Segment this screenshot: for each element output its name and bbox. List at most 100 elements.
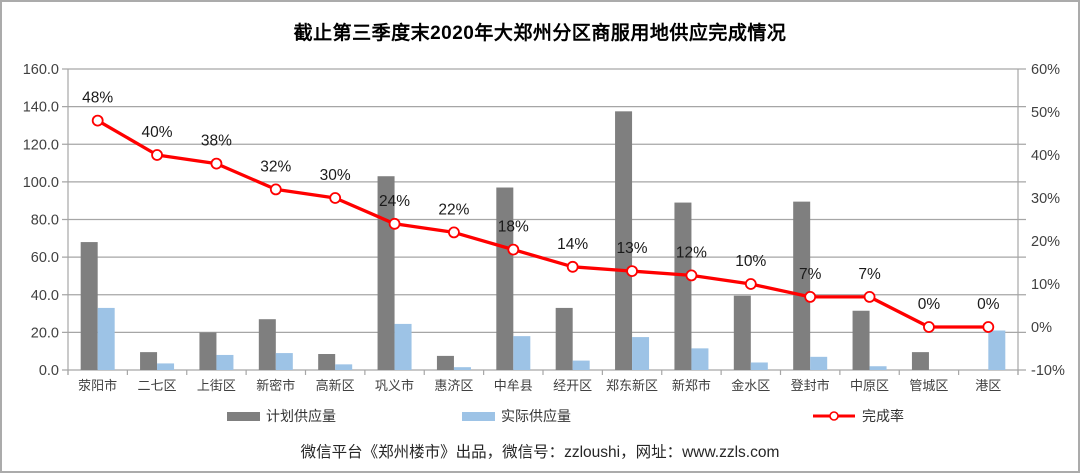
line-marker [685,269,698,282]
bar-planned-supply [318,354,336,370]
legend: 计划供应量 实际供应量 完成率 [2,404,1078,428]
x-axis-category-label: 金水区 [731,378,770,393]
line-marker [863,290,876,303]
bar-actual-supply [97,307,115,370]
right-axis-tick-label: 50% [1031,105,1060,121]
bar-planned-supply [733,295,751,370]
bar-planned-supply [674,202,692,370]
line-marker [448,226,460,239]
line-marker [269,183,282,196]
line-marker [804,290,817,303]
line-marker [507,243,520,256]
x-axis-category-label: 荥阳市 [78,378,117,393]
bar-planned-supply [80,242,98,370]
bar-actual-supply [750,362,768,370]
x-axis-category-label: 登封市 [791,378,830,393]
left-axis-tick-label: 0.0 [39,363,59,379]
legend-swatch-actual-bar [462,411,495,421]
left-axis-tick-label: 120.0 [23,137,59,153]
bar-planned-supply [615,111,633,370]
completion-rate-data-label: 12% [676,244,707,261]
legend-label-planned: 计划供应量 [266,408,336,424]
x-axis-category-label: 郑东新区 [606,378,658,393]
bar-actual-supply [632,337,650,370]
x-axis-category-label: 新密市 [256,378,295,393]
legend-label-completion-rate: 完成率 [862,408,904,424]
completion-rate-data-label: 0% [977,296,1000,313]
bar-planned-supply [258,319,276,370]
bar-actual-supply [394,323,412,370]
bar-planned-supply [793,201,811,370]
completion-rate-data-label: 40% [142,124,173,141]
bar-planned-supply [555,307,573,370]
bar-actual-supply [453,367,471,370]
bar-actual-supply [335,364,353,370]
line-marker [388,217,401,230]
right-axis-tick-label: 40% [1031,148,1060,164]
bar-planned-supply [852,310,870,370]
right-axis-tick-label: 10% [1031,277,1060,293]
x-axis-category-label: 上街区 [197,378,236,393]
legend-item-planned-supply: 计划供应量 [227,404,336,428]
bar-planned-supply [199,332,217,370]
bar-actual-supply [572,360,590,370]
line-marker [329,192,342,204]
bar-actual-supply [691,348,709,370]
x-axis-category-label: 二七区 [138,378,177,393]
completion-rate-data-label: 14% [557,236,588,253]
completion-rate-data-label: 24% [379,193,410,210]
completion-rate-data-label: 13% [617,240,648,257]
x-axis-category-label: 中原区 [850,378,889,393]
right-axis-tick-label: 60% [1031,62,1060,78]
bar-actual-supply [275,353,293,370]
legend-swatch-line-marker [813,411,855,421]
bar-planned-supply [436,355,454,370]
x-axis-category-label: 中牟县 [494,378,533,393]
legend-item-completion-rate: 完成率 [812,404,904,428]
completion-rate-data-label: 32% [260,158,291,175]
line-marker [626,265,638,278]
x-axis-category-label: 巩义市 [375,378,414,393]
completion-rate-data-label: 18% [498,219,529,236]
line-marker [923,321,935,333]
right-axis-tick-label: -10% [1031,363,1065,379]
bar-planned-supply [911,352,929,370]
chart-title: 截止第三季度末2020年大郑州分区商服用地供应完成情况 [293,23,787,44]
completion-rate-data-label: 22% [438,201,469,218]
left-axis-tick-label: 80.0 [31,213,59,229]
bar-planned-supply [496,187,514,370]
line-marker [982,321,995,333]
x-axis-category-label: 经开区 [553,378,592,393]
line-marker [566,260,579,273]
completion-rate-data-label: 38% [201,133,232,150]
bar-actual-supply [988,330,1006,370]
line-marker [210,157,223,170]
x-axis-category-label: 管城区 [909,378,948,393]
completion-rate-data-label: 0% [918,296,941,313]
bar-actual-supply [869,366,887,370]
legend-swatch-planned-bar [227,411,260,421]
right-axis-tick-label: 30% [1031,191,1060,207]
bar-actual-supply [513,336,531,370]
line-marker [91,114,104,127]
line-marker [744,278,757,290]
left-axis-tick-label: 60.0 [31,250,59,266]
bar-actual-supply [810,356,828,370]
bar-actual-supply [157,363,175,370]
x-axis-category-label: 惠济区 [434,378,473,393]
left-axis-tick-label: 160.0 [23,62,59,78]
completion-rate-line [96,119,989,329]
line-marker [151,149,163,161]
completion-rate-data-label: 48% [82,90,113,107]
left-axis-tick-label: 140.0 [23,100,59,116]
x-axis-category-label: 港区 [975,378,1001,393]
footer-credit: 微信平台《郑州楼市》出品，微信号：zzloushi，网址：www.zzls.co… [300,444,780,461]
completion-rate-data-label: 10% [735,253,766,270]
left-axis-tick-label: 20.0 [31,325,59,341]
legend-label-actual: 实际供应量 [501,408,571,424]
right-axis-tick-label: 0% [1031,320,1052,336]
left-axis-tick-label: 40.0 [31,288,59,304]
completion-rate-data-label: 7% [858,266,881,283]
